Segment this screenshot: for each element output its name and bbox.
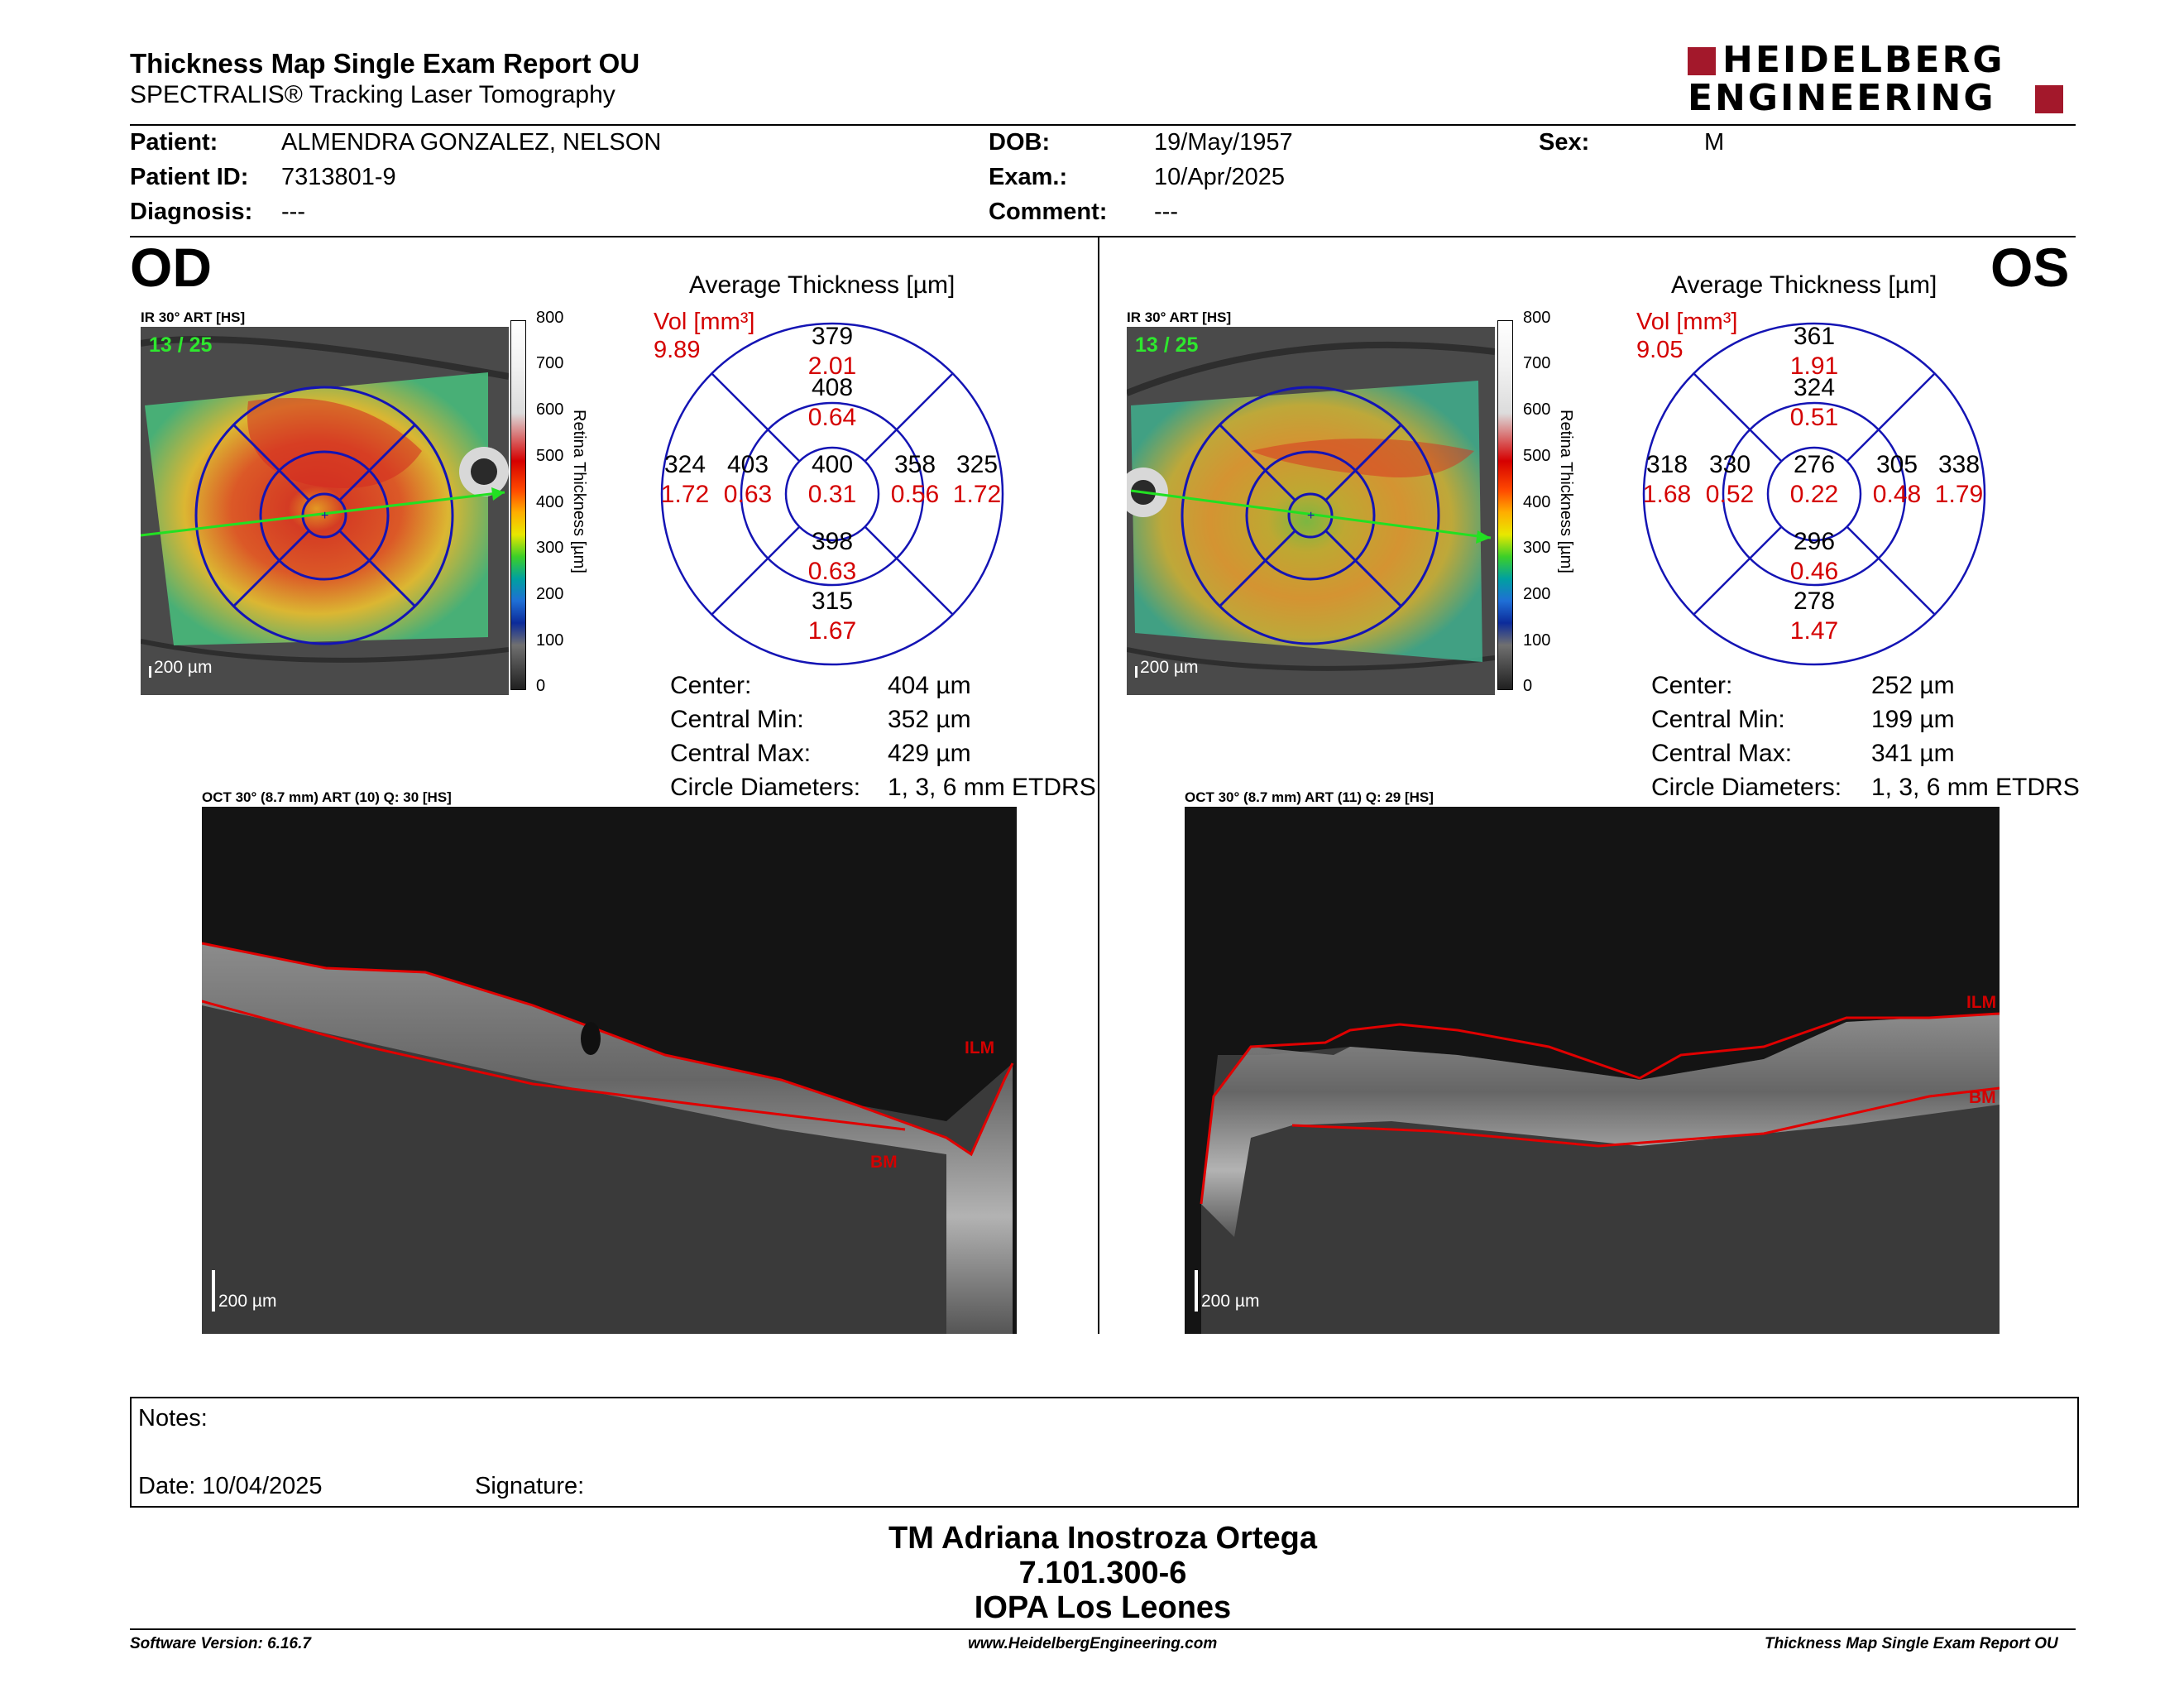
comment-value: --- [1154,199,1178,225]
os-circle-diameters-label: Circle Diameters: [1651,774,1842,801]
website-link[interactable]: www.HeidelbergEngineering.com [968,1635,1218,1652]
technician-id: 7.101.300-6 [1018,1556,1187,1590]
os-outer-nasal-sector: 338 1.79 [1934,451,1984,508]
clinic-name: IOPA Los Leones [974,1590,1232,1625]
footer-rule [130,1628,2076,1630]
od-ir-header: IR 30° ART [HS] [141,309,246,325]
od-eye-label: OD [130,237,212,298]
od-ir-scalebar: 200 µm [149,658,212,678]
od-thickness-colorbar [510,320,526,690]
od-colorbar-title: Retina Thickness [µm] [570,410,588,573]
dob-label: DOB: [989,129,1051,156]
od-inner-inferior-sector: 398 0.63 [807,528,857,585]
od-vol-label: Vol [mm³] [654,309,755,335]
report-subtitle: SPECTRALIS® Tracking Laser Tomography [130,81,615,108]
od-inner-temporal-sector: 403 0.63 [723,451,773,508]
os-fundus-image: + 13 / 25 200 µm [1127,327,1495,695]
os-oct-scalebar: 200 µm [1195,1270,1259,1312]
os-average-thickness-title: Average Thickness [µm] [1671,271,1937,299]
od-central-min-value: 352 µm [888,706,971,733]
od-frame-count: 13 / 25 [149,333,213,357]
od-inner-nasal-sector: 358 0.56 [890,451,940,508]
notes-label: Notes: [138,1405,208,1431]
header-rule-top [130,124,2076,126]
od-circle-diameters-label: Circle Diameters: [670,774,861,801]
os-outer-superior-sector: 361 1.91 [1789,323,1839,380]
os-oct-bscan: ILM BM 200 µm [1185,807,2000,1334]
os-outer-inferior-sector: 278 1.47 [1789,587,1839,645]
diagnosis-label: Diagnosis: [130,199,253,225]
od-outer-temporal-sector: 324 1.72 [660,451,710,508]
od-outer-superior-sector: 379 2.01 [807,323,857,380]
patient-id-label: Patient ID: [130,164,249,190]
od-outer-inferior-sector: 315 1.67 [807,587,857,645]
os-eye-label: OS [1990,237,2070,298]
od-etdrs-grid: 379 2.01 408 0.64 324 1.72 403 0.63 400 0.31 … [659,320,1006,668]
os-inner-nasal-sector: 305 0.48 [1872,451,1922,508]
os-oct-header: OCT 30° (8.7 mm) ART (11) Q: 29 [HS] [1185,789,1434,805]
os-center-sector: 276 0.22 [1789,451,1839,508]
os-center-value: 252 µm [1871,672,1955,699]
heidelberg-logo: HEIDELBERG ENGINEERING [1688,39,2068,119]
sex-value: M [1704,129,1725,156]
patient-id: 7313801-9 [281,164,396,190]
od-oct-scalebar: 200 µm [212,1270,276,1312]
sex-label: Sex: [1539,129,1590,156]
notes-date: Date: 10/04/2025 [138,1473,323,1499]
od-inner-superior-sector: 408 0.64 [807,374,857,431]
svg-text:+: + [1307,509,1315,523]
os-vol-label: Vol [mm³] [1636,309,1738,335]
os-etdrs-grid: 361 1.91 324 0.51 318 1.68 330 0.52 276 0.22 … [1640,320,1988,668]
dob-value: 19/May/1957 [1154,129,1293,156]
exam-label: Exam.: [989,164,1068,190]
od-central-max-label: Central Max: [670,740,812,767]
header-rule-bottom [130,236,2076,237]
od-vol-total: 9.89 [654,337,701,363]
od-ilm-label: ILM [965,1038,995,1057]
os-ir-scalebar: 200 µm [1135,658,1198,678]
os-outer-temporal-sector: 318 1.68 [1642,451,1692,508]
os-thickness-colorbar [1497,320,1513,690]
software-version: Software Version: 6.16.7 [130,1635,311,1652]
os-center-label: Center: [1651,672,1733,699]
footer-report-name: Thickness Map Single Exam Report OU [1765,1635,2058,1652]
os-central-max-value: 341 µm [1871,740,1955,767]
od-circle-diameters-value: 1, 3, 6 mm ETDRS [888,774,1096,801]
patient-label: Patient: [130,129,218,156]
os-frame-count: 13 / 25 [1135,333,1199,357]
comment-label: Comment: [989,199,1108,225]
od-outer-nasal-sector: 325 1.72 [952,451,1002,508]
os-inner-temporal-sector: 330 0.52 [1705,451,1755,508]
patient-name: ALMENDRA GONZALEZ, NELSON [281,129,662,156]
os-inner-inferior-sector: 296 0.46 [1789,528,1839,585]
diagnosis-value: --- [281,199,305,225]
svg-text:+: + [321,509,328,523]
os-central-min-value: 199 µm [1871,706,1955,733]
od-center-value: 404 µm [888,672,971,699]
od-central-max-value: 429 µm [888,740,971,767]
os-ir-header: IR 30° ART [HS] [1127,309,1232,325]
od-bm-label: BM [870,1153,898,1172]
report-title: Thickness Map Single Exam Report OU [130,48,640,79]
os-inner-superior-sector: 324 0.51 [1789,374,1839,431]
od-oct-bscan: ILM BM 200 µm [202,807,1017,1334]
os-vol-total: 9.05 [1636,337,1684,363]
od-center-label: Center: [670,672,752,699]
os-central-min-label: Central Min: [1651,706,1785,733]
eye-divider [1098,237,1099,1334]
os-circle-diameters-value: 1, 3, 6 mm ETDRS [1871,774,2080,801]
os-bm-label: BM [1969,1088,1996,1107]
od-central-min-label: Central Min: [670,706,804,733]
exam-value: 10/Apr/2025 [1154,164,1286,190]
od-center-sector: 400 0.31 [807,451,857,508]
notes-signature-label: Signature: [475,1473,585,1499]
technician-name: TM Adriana Inostroza Ortega [888,1521,1317,1556]
od-oct-header: OCT 30° (8.7 mm) ART (10) Q: 30 [HS] [202,789,452,805]
od-average-thickness-title: Average Thickness [µm] [689,271,956,299]
od-fundus-image: + 13 / 25 200 µm [141,327,509,695]
os-central-max-label: Central Max: [1651,740,1793,767]
notes-box[interactable]: Notes: Date: 10/04/2025 Signature: [130,1397,2079,1508]
os-colorbar-title: Retina Thickness [µm] [1557,410,1575,573]
os-ilm-label: ILM [1966,993,1997,1012]
